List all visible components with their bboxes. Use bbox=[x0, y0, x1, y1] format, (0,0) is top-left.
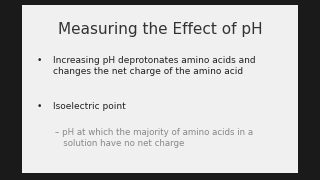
Text: Measuring the Effect of pH: Measuring the Effect of pH bbox=[58, 22, 262, 37]
FancyBboxPatch shape bbox=[22, 5, 298, 173]
Text: – pH at which the majority of amino acids in a
   solution have no net charge: – pH at which the majority of amino acid… bbox=[55, 128, 253, 148]
Text: Increasing pH deprotonates amino acids and
changes the net charge of the amino a: Increasing pH deprotonates amino acids a… bbox=[53, 56, 255, 76]
Text: Isoelectric point: Isoelectric point bbox=[53, 102, 125, 111]
Text: •: • bbox=[36, 56, 42, 65]
Text: •: • bbox=[36, 102, 42, 111]
